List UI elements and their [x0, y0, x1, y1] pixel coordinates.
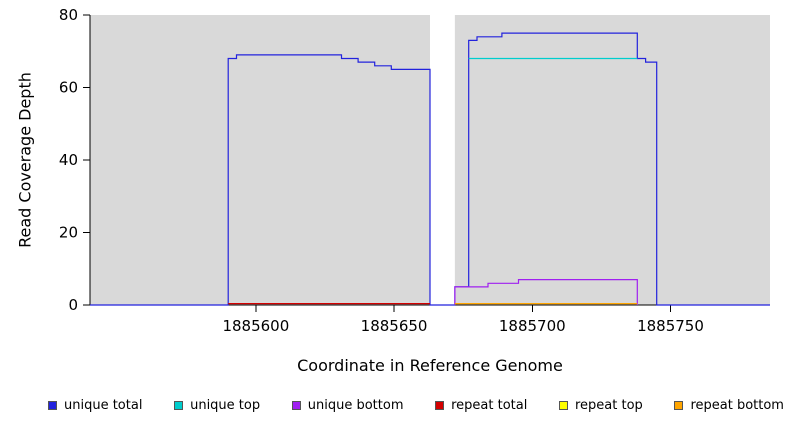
- legend-label-unique-top: unique top: [190, 398, 261, 413]
- y-tick-label: 0: [68, 296, 78, 314]
- legend-swatch-repeat-total: [435, 401, 445, 410]
- legend-label-repeat-total: repeat total: [451, 398, 528, 413]
- x-tick-label: 1885650: [361, 317, 428, 335]
- no-data-gap: [430, 15, 455, 305]
- legend-label-unique-bottom: unique bottom: [307, 398, 404, 413]
- legend-swatch-repeat-bottom: [674, 401, 684, 410]
- legend-item-unique-total: unique total: [48, 398, 142, 413]
- series-line-unique-total: [90, 32, 770, 306]
- x-axis-title: Coordinate in Reference Genome: [297, 356, 563, 375]
- x-tick-label: 1885700: [499, 317, 566, 335]
- legend-swatch-unique-bottom: [291, 401, 301, 410]
- legend-item-repeat-total: repeat total: [435, 398, 527, 413]
- legend-label-repeat-top: repeat top: [575, 398, 643, 413]
- y-axis-title: Read Coverage Depth: [15, 72, 35, 248]
- legend-label-unique-total: unique total: [64, 398, 143, 413]
- legend-item-repeat-top: repeat top: [559, 398, 643, 413]
- x-tick-label: 1885750: [637, 317, 704, 335]
- legend-swatch-unique-top: [174, 401, 184, 410]
- legend-item-repeat-bottom: repeat bottom: [674, 398, 784, 413]
- y-tick-label: 80: [59, 6, 78, 24]
- legend-swatch-repeat-top: [559, 401, 568, 410]
- x-tick-label: 1885600: [222, 317, 289, 335]
- legend-item-unique-top: unique top: [174, 398, 260, 413]
- legend-label-repeat-bottom: repeat bottom: [690, 398, 784, 413]
- y-tick-label: 40: [59, 151, 78, 169]
- series-line-unique-bottom: [454, 279, 638, 305]
- y-tick-label: 60: [59, 79, 78, 97]
- legend: unique total unique top unique bottom repea…: [48, 398, 784, 413]
- legend-item-unique-bottom: unique bottom: [291, 398, 404, 413]
- legend-swatch-unique-total: [48, 401, 57, 410]
- y-tick-label: 20: [59, 224, 78, 242]
